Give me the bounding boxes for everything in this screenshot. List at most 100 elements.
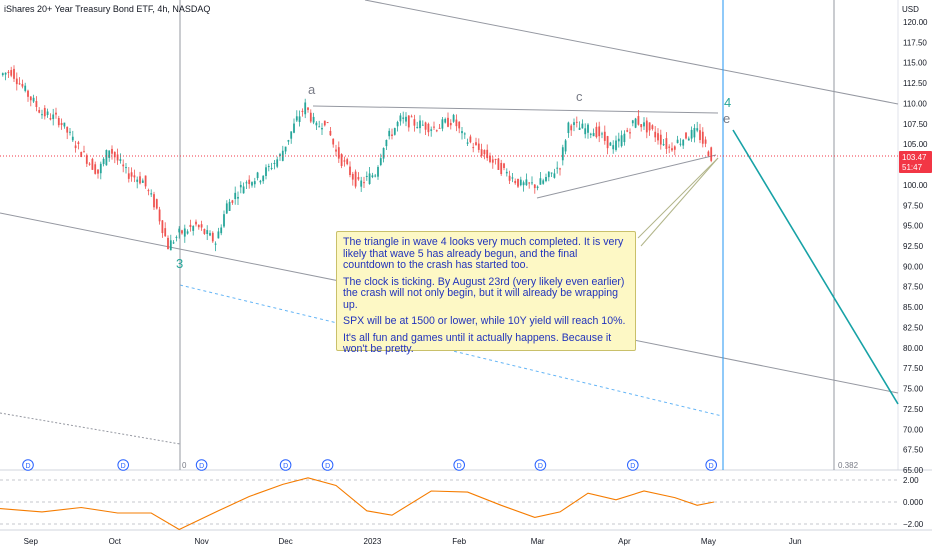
candle-body — [197, 224, 200, 228]
candle-body — [679, 143, 682, 145]
candle-body — [634, 118, 637, 128]
candle-body — [102, 158, 105, 165]
dividend-marker-circle[interactable] — [534, 459, 547, 471]
candle-body — [167, 237, 169, 250]
dividend-marker-circle[interactable] — [453, 459, 466, 471]
candle-body — [377, 166, 379, 177]
candle-body — [497, 158, 500, 170]
candle-body — [458, 121, 461, 129]
candle-body — [161, 220, 164, 234]
triangle-lower-line — [536, 154, 717, 199]
candle-body — [419, 120, 421, 129]
candle-body — [421, 124, 424, 126]
candle-body — [511, 177, 514, 179]
candle-body — [494, 158, 497, 160]
candle-body — [206, 230, 209, 234]
dividend-marker-label: D — [25, 463, 30, 470]
candle-body — [127, 173, 130, 179]
y-tick-label: 65.00 — [903, 466, 924, 475]
candle-body — [514, 180, 517, 184]
candle-body — [195, 221, 197, 225]
candle-body — [228, 201, 231, 211]
x-tick-label: Jun — [789, 537, 802, 546]
wave-label-c: c — [576, 89, 583, 104]
candle-body — [85, 155, 88, 164]
candle-body — [21, 83, 24, 87]
candle-body — [183, 228, 186, 237]
candle-body — [374, 175, 377, 177]
candle-body — [449, 122, 452, 126]
candle-body — [399, 115, 402, 122]
dividend-marker-label: D — [199, 463, 204, 470]
candle-body — [225, 203, 228, 214]
y-tick-label: 87.50 — [903, 283, 924, 292]
candle-body — [410, 116, 413, 118]
candle-body — [340, 154, 343, 166]
candle-body — [651, 125, 654, 130]
candle-body — [35, 101, 38, 107]
dividend-marker-circle[interactable] — [321, 459, 334, 471]
candle-body — [407, 115, 410, 128]
dividend-marker-circle[interactable] — [705, 459, 718, 471]
candle-body — [539, 178, 542, 185]
candle-body — [55, 112, 57, 115]
dividend-marker-circle[interactable] — [627, 459, 639, 471]
candle-body — [155, 199, 158, 209]
candle-body — [239, 184, 242, 188]
x-tick-label: Oct — [109, 537, 122, 546]
candle-body — [49, 118, 52, 120]
x-tick-label: Apr — [618, 537, 631, 546]
candle-body — [111, 148, 113, 154]
candle-body — [43, 108, 46, 117]
candle-body — [385, 139, 388, 147]
candle-body — [253, 181, 256, 185]
candle-body — [517, 178, 519, 187]
candle-body — [284, 146, 287, 152]
y-tick-label: 67.50 — [903, 446, 924, 455]
candle-body — [169, 240, 172, 251]
candle-body — [242, 186, 245, 194]
candle-body — [91, 158, 94, 170]
wave-label-e: e — [723, 111, 730, 126]
y-tick-label: 80.00 — [903, 344, 924, 353]
candle-body — [547, 171, 550, 178]
candle-body — [598, 126, 601, 137]
x-tick-label: May — [701, 537, 716, 546]
candle-body — [699, 130, 701, 141]
candle-body — [349, 166, 351, 175]
candle-body — [707, 151, 710, 157]
candle-body — [329, 130, 332, 136]
note-paragraph-3: SPX will be at 1500 or lower, while 10Y … — [343, 315, 626, 327]
y-tick-label: 105.00 — [903, 140, 928, 149]
candle-body — [248, 179, 251, 185]
candle-body — [337, 147, 340, 159]
candle-body — [435, 130, 438, 132]
candle-body — [693, 127, 696, 138]
dividend-marker-circle[interactable] — [279, 459, 292, 471]
candle-body — [181, 230, 183, 234]
candle-body — [133, 175, 136, 178]
candle-body — [332, 138, 335, 145]
candle-body — [550, 172, 553, 174]
candle-body — [41, 114, 43, 116]
candle-body — [416, 127, 419, 129]
y-tick-label: 72.50 — [903, 405, 924, 414]
dividend-marker-circle[interactable] — [195, 459, 208, 471]
candle-body — [60, 122, 63, 126]
candle-body — [519, 179, 522, 186]
candle-body — [29, 96, 32, 101]
annotation-note[interactable]: The triangle in wave 4 looks very much c… — [336, 231, 636, 355]
dividend-marker-label: D — [538, 463, 543, 470]
dividend-marker-circle[interactable] — [117, 459, 129, 471]
dividend-marker-circle[interactable] — [22, 459, 34, 471]
y-tick-label: 92.50 — [903, 242, 924, 251]
candle-body — [393, 128, 396, 135]
candle-body — [175, 236, 178, 238]
candle-body — [382, 148, 385, 159]
candle-body — [158, 209, 161, 222]
candle-body — [609, 142, 612, 146]
candle-body — [444, 118, 447, 123]
candle-body — [321, 127, 323, 130]
y-tick-label: 115.00 — [903, 59, 927, 68]
